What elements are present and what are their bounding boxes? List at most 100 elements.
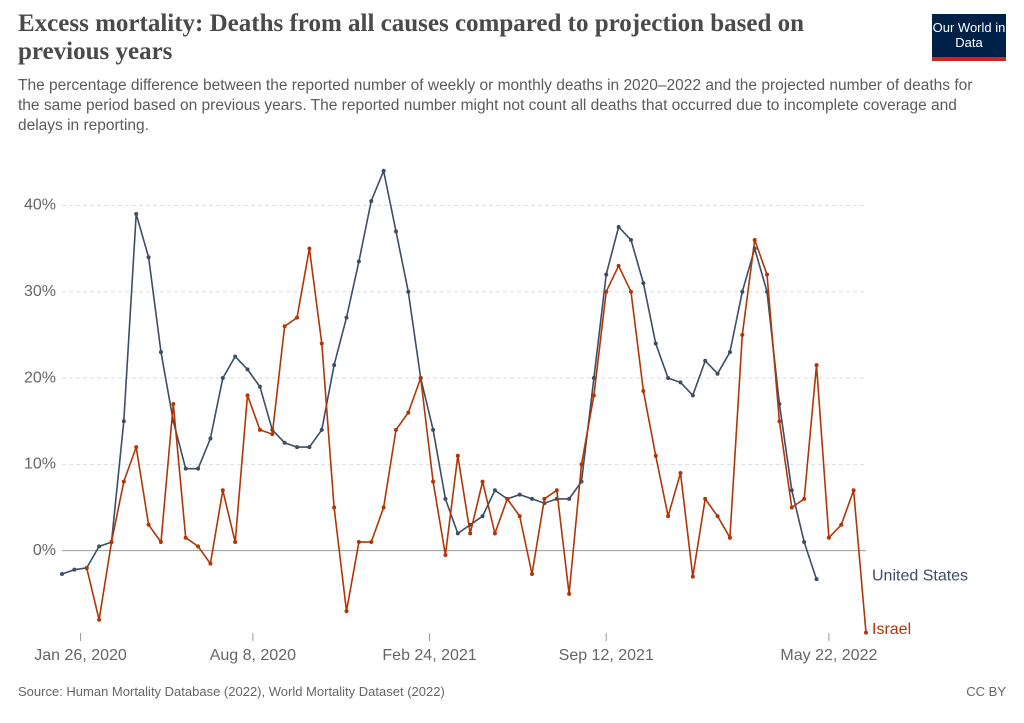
- data-point: [616, 263, 621, 268]
- data-point: [752, 237, 757, 242]
- x-tick-label: Jan 26, 2020: [34, 647, 127, 664]
- data-point: [245, 393, 250, 398]
- data-point: [332, 363, 337, 368]
- source-note: Source: Human Mortality Database (2022),…: [18, 684, 445, 699]
- data-point: [60, 571, 64, 576]
- data-point: [307, 445, 312, 450]
- data-point: [653, 341, 658, 346]
- data-point: [134, 212, 139, 217]
- data-point: [604, 272, 609, 277]
- data-point: [431, 427, 436, 432]
- data-point: [406, 410, 411, 415]
- data-point: [802, 540, 807, 545]
- data-point: [554, 488, 559, 493]
- data-point: [393, 427, 398, 432]
- data-point: [567, 496, 572, 501]
- data-point: [653, 453, 658, 458]
- data-point: [220, 488, 225, 493]
- data-point: [319, 427, 324, 432]
- data-point: [480, 479, 485, 484]
- data-point: [270, 432, 275, 437]
- data-point: [666, 514, 671, 519]
- data-point: [356, 259, 361, 264]
- data-point: [344, 315, 349, 320]
- data-point: [517, 514, 522, 519]
- data-point: [864, 630, 868, 635]
- data-point: [789, 488, 794, 493]
- series-line: [85, 239, 867, 633]
- data-point: [282, 440, 287, 445]
- data-point: [369, 199, 374, 204]
- data-point: [542, 496, 547, 501]
- data-point: [208, 436, 213, 441]
- data-point: [208, 561, 213, 566]
- data-point: [356, 540, 361, 545]
- data-point: [678, 471, 683, 475]
- data-point: [517, 492, 522, 497]
- data-point: [393, 229, 398, 234]
- data-point: [777, 419, 782, 424]
- data-point: [121, 479, 126, 484]
- data-point: [369, 540, 374, 545]
- data-point: [740, 289, 745, 294]
- y-tick-label: 30%: [24, 283, 56, 300]
- data-point: [826, 535, 831, 540]
- data-point: [319, 341, 324, 346]
- data-point: [72, 567, 77, 572]
- y-tick-label: 0%: [33, 542, 56, 559]
- data-point: [282, 324, 287, 329]
- data-point: [492, 531, 497, 536]
- data-point: [295, 445, 300, 450]
- data-point: [591, 376, 596, 381]
- legend-label: Israel: [872, 621, 911, 638]
- data-point: [455, 453, 460, 458]
- data-point: [530, 496, 535, 501]
- data-point: [727, 350, 732, 355]
- data-point: [134, 445, 139, 450]
- data-point: [196, 466, 201, 471]
- logo[interactable]: Our World in Data: [932, 14, 1006, 61]
- data-point: [628, 289, 633, 294]
- data-point: [666, 376, 671, 381]
- series-line: [61, 168, 818, 580]
- x-tick-label: Feb 24, 2021: [382, 647, 476, 664]
- legend-label: United States: [872, 567, 968, 584]
- data-point: [814, 577, 819, 582]
- data-point: [158, 540, 163, 545]
- data-point: [579, 462, 584, 467]
- data-point: [814, 363, 819, 368]
- x-tick-label: May 22, 2022: [780, 647, 877, 664]
- data-point: [591, 393, 596, 398]
- data-point: [789, 505, 794, 510]
- x-tick-label: Sep 12, 2021: [559, 647, 654, 664]
- data-point: [468, 531, 473, 536]
- data-point: [406, 289, 411, 294]
- data-point: [109, 540, 114, 545]
- y-tick-label: 40%: [24, 197, 56, 214]
- data-point: [97, 617, 102, 622]
- data-point: [765, 272, 770, 277]
- chart-title: Excess mortality: Deaths from all causes…: [18, 10, 805, 65]
- data-point: [121, 419, 126, 424]
- data-point: [715, 371, 720, 376]
- license[interactable]: CC BY: [966, 684, 1006, 699]
- data-point: [381, 505, 386, 510]
- data-point: [703, 358, 708, 363]
- data-point: [641, 281, 646, 286]
- data-point: [505, 496, 510, 501]
- data-point: [220, 376, 225, 381]
- data-point: [492, 488, 497, 493]
- data-point: [307, 246, 312, 251]
- data-point: [171, 401, 176, 406]
- data-point: [727, 535, 732, 540]
- data-point: [802, 496, 807, 501]
- data-point: [418, 376, 423, 381]
- data-point: [480, 514, 485, 519]
- data-point: [431, 479, 436, 484]
- data-point: [183, 466, 188, 471]
- data-point: [443, 553, 448, 557]
- data-point: [146, 255, 151, 260]
- data-point: [97, 544, 102, 549]
